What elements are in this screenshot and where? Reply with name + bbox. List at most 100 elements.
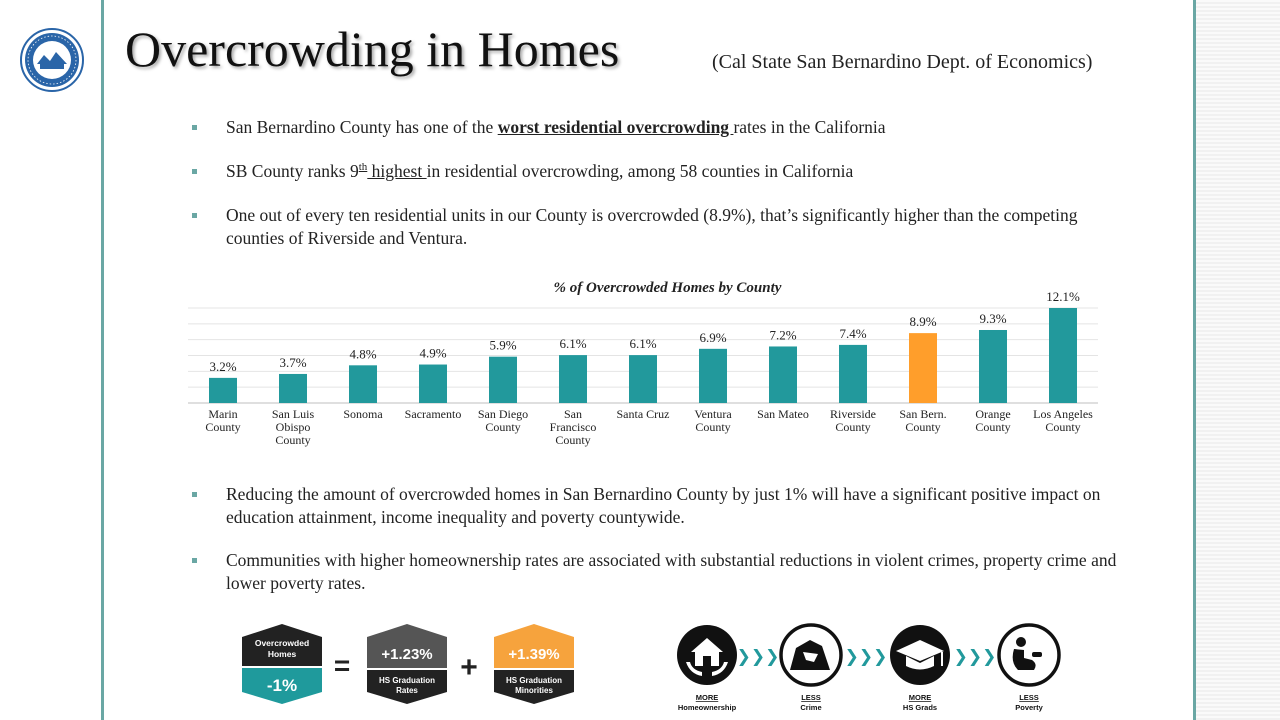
bullet-text: Communities with higher homeownership ra… [226, 550, 1117, 593]
chart-category-label: County [695, 420, 730, 434]
hs-graduation-rates-hexagon: +1.23% HS Graduation Rates [367, 624, 447, 704]
bullet-marker [192, 213, 197, 218]
chart-bar [349, 365, 377, 403]
impact-equation: Overcrowded Homes -1% = +1.23% HS Gradua… [242, 624, 574, 704]
outcome-label: Homeownership [678, 703, 737, 712]
chart-category-label: Riverside [830, 407, 876, 421]
chart-data-label: 8.9% [909, 314, 936, 329]
chart-data-label: 6.1% [559, 336, 586, 351]
chart-category-label: County [485, 420, 520, 434]
outcome-label: Poverty [1015, 703, 1043, 712]
chart-data-label: 4.9% [419, 346, 446, 361]
homeownership-icon [677, 625, 737, 685]
chart-category-label: San Luis [272, 407, 315, 421]
bullet-text: rates in the California [733, 117, 886, 137]
chart-data-label: 9.3% [979, 311, 1006, 326]
overcrowded-value: -1% [267, 676, 297, 695]
chart-category-label: Santa Cruz [617, 407, 670, 421]
chart-bar [419, 364, 447, 403]
chevron-arrows-icon: ❯❯❯ [845, 647, 888, 667]
chart-category-label: County [275, 433, 310, 447]
overcrowded-line-2: Homes [268, 649, 297, 659]
chart-category-label: Ventura [694, 407, 732, 421]
chart-category-label: San Diego [478, 407, 528, 421]
hs-graduation-rates-line-2: Rates [396, 686, 418, 695]
chevron-arrows-icon: ❯❯❯ [737, 647, 780, 667]
hs-graduation-minorities-hexagon: +1.39% HS Graduation Minorities [494, 624, 574, 704]
chart-data-label: 3.2% [209, 359, 236, 374]
equals-sign: = [334, 650, 350, 681]
chart-category-label: San [564, 407, 582, 421]
overcrowded-homes-hexagon: Overcrowded Homes -1% [242, 624, 322, 704]
bullet-text: in residential overcrowding, among 58 co… [426, 161, 854, 181]
bullet-emphasis: highest [367, 161, 427, 181]
chart-bar [699, 348, 727, 403]
bullet-text: One out of every ten residential units i… [226, 205, 1078, 248]
overcrowding-bar-chart: % of Overcrowded Homes by County 3.2% Mar… [180, 270, 1110, 460]
left-border-bar [101, 0, 104, 720]
university-seal-logo [20, 28, 84, 92]
hs-graduation-minorities-line-2: Minorities [515, 686, 553, 695]
right-side-panel [1196, 0, 1280, 720]
graduation-cap-icon [890, 625, 950, 685]
page-title: Overcrowding in Homes [125, 21, 620, 77]
chart-category-label: County [555, 433, 590, 447]
hs-graduation-rates-value: +1.23% [381, 646, 432, 663]
chart-category-label: Orange [975, 407, 1010, 421]
chart-category-label: Sacramento [405, 407, 462, 421]
poverty-icon [997, 623, 1061, 687]
hs-graduation-rates-line-1: HS Graduation [379, 676, 435, 685]
chart-data-label: 6.1% [629, 336, 656, 351]
bullet-marker [192, 558, 197, 563]
outcome-label: HS Grads [903, 703, 937, 712]
outcome-label: Crime [800, 703, 821, 712]
outcome-word: LESS [1019, 693, 1039, 702]
overcrowded-line-1: Overcrowded [255, 638, 309, 648]
page-subtitle: (Cal State San Bernardino Dept. of Econo… [712, 51, 1093, 73]
chart-data-label: 7.2% [769, 327, 796, 342]
crime-icon [779, 623, 843, 687]
outcome-word: MORE [696, 693, 719, 702]
bullet-text: Reducing the amount of overcrowded homes… [226, 484, 1101, 527]
chart-bar [559, 355, 587, 403]
chart-category-label: County [975, 420, 1010, 434]
bullet-marker [192, 125, 197, 130]
bullet-homeownership: Communities with higher homeownership ra… [190, 549, 1120, 595]
hs-graduation-minorities-value: +1.39% [508, 646, 559, 663]
bullet-marker [192, 492, 197, 497]
chart-category-label: County [205, 420, 240, 434]
outcome-word: LESS [801, 693, 821, 702]
bullet-text: SB County ranks 9 [226, 161, 359, 181]
chart-bar [1049, 308, 1077, 403]
chart-bar [629, 355, 657, 403]
chart-category-label: San Bern. [899, 407, 946, 421]
chart-category-label: Francisco [550, 420, 597, 434]
bullet-worst-overcrowding: San Bernardino County has one of the wor… [190, 116, 1120, 139]
outcome-word: MORE [909, 693, 932, 702]
chart-bar [279, 373, 307, 403]
chart-category-label: County [1045, 420, 1080, 434]
right-border-bar [1193, 0, 1196, 720]
chart-category-label: County [835, 420, 870, 434]
chart-bar [209, 377, 237, 403]
chart-bar [769, 346, 797, 403]
chart-data-label: 7.4% [839, 326, 866, 341]
chart-data-label: 6.9% [699, 330, 726, 345]
hs-graduation-minorities-line-1: HS Graduation [506, 676, 562, 685]
chart-category-label: Marin [208, 407, 237, 421]
chart-category-label: Sonoma [343, 407, 383, 421]
chart-category-label: County [905, 420, 940, 434]
chart-bar [489, 356, 517, 403]
chart-title: % of Overcrowded Homes by County [553, 280, 782, 296]
bullet-marker [192, 169, 197, 174]
bullet-text: San Bernardino County has one of the [226, 117, 498, 137]
outcome-chain: MORE Homeownership ❯❯❯ LESS Crime ❯❯❯ MO… [677, 623, 1061, 712]
chevron-arrows-icon: ❯❯❯ [954, 647, 997, 667]
bullet-county-rank: SB County ranks 9th highest in residenti… [190, 160, 1120, 183]
chart-category-label: Obispo [276, 420, 311, 434]
chart-bar [979, 329, 1007, 403]
chart-category-label: Los Angeles [1033, 407, 1093, 421]
bullet-emphasis: worst residential overcrowding [497, 117, 734, 137]
chart-category-label: San Mateo [757, 407, 809, 421]
